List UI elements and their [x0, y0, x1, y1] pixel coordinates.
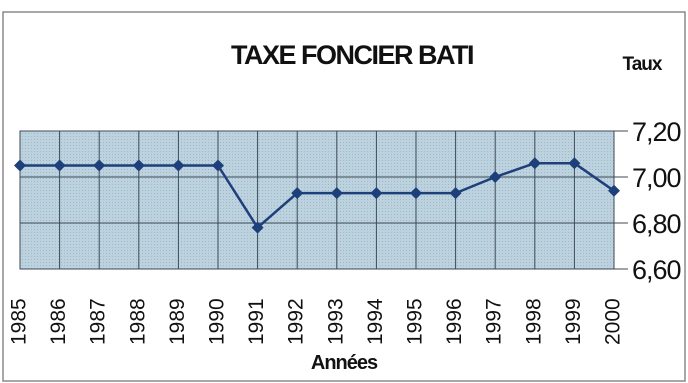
y-tick-label-2: 7,00 — [632, 163, 681, 193]
data-point-1999 — [568, 157, 581, 170]
y-axis-label: Taux — [623, 54, 663, 75]
data-point-1995 — [410, 187, 422, 200]
horizontal-gridlines — [20, 130, 628, 270]
data-point-1988 — [132, 159, 145, 172]
data-point-1985 — [14, 159, 26, 172]
x-tick-label-2000: 2000 — [602, 298, 625, 345]
x-tick-label-1996: 1996 — [443, 298, 466, 345]
y-tick-labels: 6,60 6,80 7,00 7,20 — [632, 117, 682, 285]
vertical-gridlines — [19, 131, 615, 269]
x-tick-label-1987: 1987 — [87, 298, 110, 345]
y-tick-label-0: 6,60 — [632, 255, 681, 285]
x-tick-label-1990: 1990 — [206, 298, 229, 345]
x-tick-label-1985: 1985 — [8, 298, 31, 345]
x-tick-label-1992: 1992 — [285, 298, 308, 345]
x-tick-label-1986: 1986 — [47, 298, 70, 345]
data-point-1987 — [93, 159, 106, 172]
chart-title: TAXE FONCIER BATI — [231, 40, 473, 70]
x-tick-label-1998: 1998 — [522, 298, 545, 345]
data-point-1990 — [212, 159, 224, 172]
x-tick-label-1995: 1995 — [404, 298, 427, 345]
data-point-1996 — [449, 187, 462, 200]
x-tick-label-1991: 1991 — [245, 298, 268, 345]
data-point-1986 — [53, 159, 66, 172]
x-axis-label: Années — [311, 352, 378, 374]
data-points — [14, 157, 620, 234]
data-point-1991 — [251, 221, 264, 234]
data-point-1992 — [291, 187, 304, 200]
data-point-1998 — [528, 157, 541, 170]
x-tick-label-1997: 1997 — [483, 298, 506, 345]
data-point-1997 — [489, 171, 502, 183]
x-tick-label-1994: 1994 — [364, 298, 387, 345]
x-tick-label-1993: 1993 — [324, 298, 347, 345]
x-tick-label-1989: 1989 — [166, 298, 189, 345]
data-point-2000 — [608, 184, 620, 197]
x-tick-label-1999: 1999 — [562, 298, 585, 345]
data-point-1994 — [370, 187, 383, 200]
data-point-1989 — [172, 159, 185, 172]
x-tick-label-1988: 1988 — [126, 298, 149, 345]
plot-area — [19, 130, 615, 270]
data-point-1993 — [330, 187, 343, 200]
x-tick-labels: 1985 1986 1987 1988 1989 1990 1991 1992 1993 1994… — [8, 298, 625, 345]
series-line — [20, 161, 615, 229]
y-tick-label-3: 7,20 — [632, 117, 681, 147]
y-tick-label-1: 6,80 — [632, 209, 681, 239]
